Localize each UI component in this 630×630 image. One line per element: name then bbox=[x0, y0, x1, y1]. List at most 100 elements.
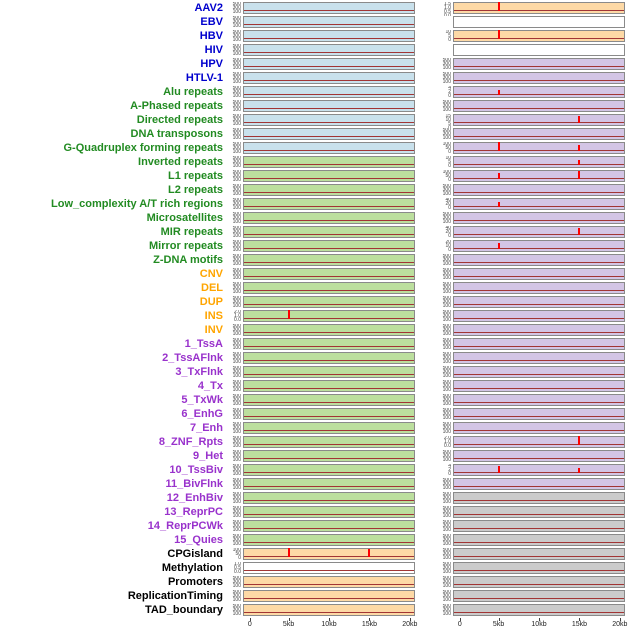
column-gap bbox=[415, 548, 438, 562]
left-track-plot bbox=[243, 100, 415, 112]
peak-spike bbox=[288, 310, 291, 319]
x-tick-label: 20kb bbox=[402, 621, 418, 628]
right-track-plot bbox=[453, 1, 625, 14]
track-row: Z-DNA motifs 500 300 100 500 300 100 bbox=[0, 254, 630, 268]
right-y-axis-ticks: 500 300 100 bbox=[442, 604, 451, 617]
track-row: 8_ZNF_Rpts 500 300 100 2.0 1.0 0.0 bbox=[0, 436, 630, 450]
baseline-line bbox=[454, 388, 624, 389]
track-row: 3_TxFlnk 500 300 100 500 300 100 bbox=[0, 366, 630, 380]
baseline-line bbox=[244, 220, 414, 221]
x-tick-mark bbox=[498, 618, 500, 621]
right-y-axis-ticks: 500 300 100 bbox=[442, 422, 451, 435]
baseline-line bbox=[244, 500, 414, 501]
left-track-plot bbox=[243, 590, 415, 602]
baseline-line bbox=[244, 122, 414, 123]
track-row: AAV2 500 300 100 1.5 1.0 0.5 0.0 bbox=[0, 1, 630, 16]
baseline-line bbox=[454, 164, 624, 165]
x-tick-mark bbox=[288, 618, 290, 621]
column-gap bbox=[415, 226, 438, 240]
right-y-axis-ticks: 40 20 0 bbox=[445, 226, 451, 239]
track-label: HPV bbox=[200, 58, 223, 70]
peak-spike bbox=[498, 1, 501, 11]
column-gap bbox=[415, 366, 438, 380]
track-label: CNV bbox=[199, 268, 223, 280]
column-gap bbox=[415, 282, 438, 296]
baseline-line bbox=[454, 486, 624, 487]
column-gap bbox=[415, 58, 438, 72]
right-track-plot bbox=[453, 58, 625, 70]
right-track-plot bbox=[453, 576, 625, 588]
right-track-plot bbox=[453, 520, 625, 532]
track-label: A-Phased repeats bbox=[130, 100, 223, 112]
track-label: Alu repeats bbox=[163, 86, 223, 98]
column-gap bbox=[415, 338, 438, 352]
left-y-axis-ticks: 500 300 100 bbox=[232, 184, 241, 197]
column-gap bbox=[415, 240, 438, 254]
track-row: 13_ReprPC 500 300 100 500 300 100 bbox=[0, 506, 630, 520]
right-y-axis-ticks: 500 300 100 bbox=[442, 128, 451, 141]
right-track-plot bbox=[453, 590, 625, 602]
column-gap bbox=[415, 492, 438, 506]
baseline-line bbox=[244, 444, 414, 445]
right-track-plot bbox=[453, 254, 625, 266]
left-track-plot bbox=[243, 142, 415, 154]
track-label: 5_TxWk bbox=[181, 394, 223, 406]
left-track-plot bbox=[243, 576, 415, 588]
left-track-plot bbox=[243, 562, 415, 574]
baseline-line bbox=[244, 94, 414, 95]
left-y-axis-ticks: 500 300 100 bbox=[232, 352, 241, 365]
right-track-plot bbox=[453, 240, 625, 252]
track-row: Directed repeats 500 300 100 15 10 5 0 bbox=[0, 114, 630, 128]
track-row: Alu repeats 500 300 100 4 2 0 bbox=[0, 86, 630, 100]
peak-spike bbox=[577, 145, 580, 151]
track-row: Promoters 500 300 100 500 300 100 bbox=[0, 576, 630, 590]
baseline-line bbox=[454, 66, 624, 67]
baseline-line bbox=[244, 164, 414, 165]
left-y-axis-ticks: 500 300 100 bbox=[232, 226, 241, 239]
peak-spike bbox=[498, 172, 501, 179]
left-track-plot bbox=[243, 72, 415, 84]
track-label: CPGisland bbox=[167, 548, 223, 560]
track-label: 10_TssBiv bbox=[169, 464, 223, 476]
right-y-axis-ticks: 500 300 100 bbox=[442, 562, 451, 575]
baseline-line bbox=[454, 416, 624, 417]
left-track-plot bbox=[243, 170, 415, 182]
right-y-axis-ticks: 500 300 100 bbox=[442, 408, 451, 421]
baseline-line bbox=[454, 556, 624, 557]
track-row: 2_TssAFlnk 500 300 100 500 300 100 bbox=[0, 352, 630, 366]
left-y-axis-ticks: 500 300 100 bbox=[232, 30, 241, 43]
left-track-plot bbox=[243, 2, 415, 14]
baseline-line bbox=[244, 80, 414, 81]
left-y-axis-ticks: 1.0 0.5 0.0 bbox=[234, 562, 241, 575]
peak-spike bbox=[577, 116, 580, 123]
left-y-axis-ticks: 500 300 100 bbox=[232, 58, 241, 71]
baseline-line bbox=[244, 556, 414, 557]
column-gap bbox=[415, 422, 438, 436]
track-row: L2 repeats 500 300 100 500 300 100 bbox=[0, 184, 630, 198]
track-label: Inverted repeats bbox=[138, 156, 223, 168]
left-y-axis-ticks: 500 300 100 bbox=[232, 170, 241, 183]
right-track-plot bbox=[453, 604, 625, 616]
track-label: MIR repeats bbox=[160, 226, 223, 238]
track-label: INS bbox=[204, 310, 223, 322]
right-track-plot bbox=[453, 29, 625, 42]
peak-spike bbox=[498, 466, 501, 473]
right-track-plot bbox=[453, 100, 625, 112]
baseline-line bbox=[454, 136, 624, 137]
left-y-axis-ticks: 500 300 100 bbox=[232, 380, 241, 393]
left-track-plot bbox=[243, 548, 415, 560]
track-label: Promoters bbox=[167, 576, 223, 588]
right-y-axis-ticks bbox=[438, 44, 453, 58]
left-track-plot bbox=[243, 254, 415, 266]
track-label: Mirror repeats bbox=[149, 240, 223, 252]
column-gap bbox=[415, 324, 438, 338]
left-y-axis-ticks: 2.0 1.0 0.0 bbox=[234, 310, 241, 323]
track-label: HBV bbox=[199, 30, 223, 42]
left-y-axis-ticks: 500 300 100 bbox=[232, 366, 241, 379]
right-y-axis-ticks: 500 300 100 bbox=[442, 506, 451, 519]
column-gap bbox=[415, 534, 438, 548]
left-track-plot bbox=[243, 156, 415, 168]
right-y-axis-ticks: 10 5 0 bbox=[445, 30, 451, 43]
track-label: 12_EnhBiv bbox=[166, 492, 223, 504]
